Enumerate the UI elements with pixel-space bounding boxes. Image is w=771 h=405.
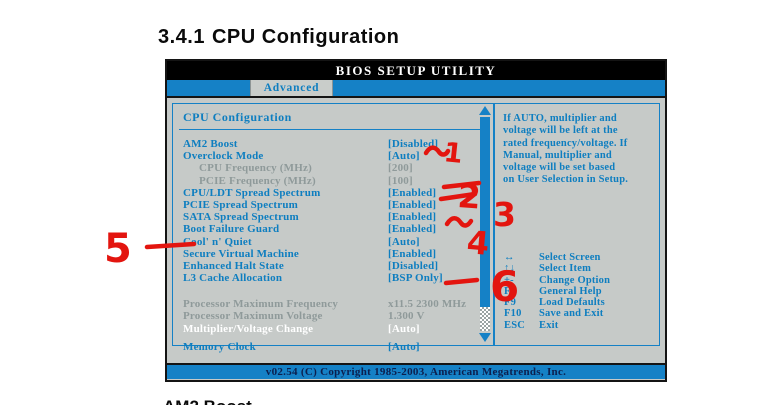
setting-value: [Enabled] <box>388 247 437 260</box>
f10-key: F10 <box>504 308 522 320</box>
legend-label: Select Screen <box>539 252 601 263</box>
setting-label: Boot Failure Guard <box>183 223 280 236</box>
setting-value: [Auto] <box>388 340 420 353</box>
red-digit-5: 5 <box>104 226 132 272</box>
setting-label: Processor Maximum Frequency <box>183 298 339 311</box>
plus-minus-key: +- <box>504 274 514 286</box>
setting-row-boot-failure-guard[interactable]: Boot Failure Guard [Enabled] <box>183 223 493 235</box>
help-panel: If AUTO, multiplier and voltage will be … <box>494 103 660 346</box>
bios-tab-bar: Advanced <box>167 80 665 98</box>
setting-value: [Enabled] <box>388 186 437 199</box>
bios-main-area: CPU Configuration AM2 Boost [Disabled] O… <box>167 98 665 363</box>
setting-value: [Auto] <box>388 150 420 163</box>
legend-label: General Help <box>539 285 602 297</box>
setting-value: [Auto] <box>388 235 420 248</box>
setting-value: [Auto] <box>388 322 420 335</box>
left-right-arrow-icon: ↔ <box>504 252 515 263</box>
legend-label: Select Item <box>539 263 592 275</box>
section-divider <box>179 129 487 130</box>
up-down-arrow-icon: ↑↓ <box>504 263 515 275</box>
setting-label: Multiplier/Voltage Change <box>183 322 314 335</box>
section-number: 3.4.1 <box>158 26 205 48</box>
settings-panel: CPU Configuration AM2 Boost [Disabled] O… <box>172 103 494 353</box>
setting-row-overclock-mode[interactable]: Overclock Mode [Auto] <box>183 150 493 162</box>
setting-row-cpu-ldt-spread-spectrum[interactable]: CPU/LDT Spread Spectrum [Enabled] <box>183 187 493 199</box>
setting-value: [100] <box>388 174 413 187</box>
setting-row-secure-virtual-machine[interactable]: Secure Virtual Machine [Enabled] <box>183 248 493 260</box>
setting-label: Cool' n' Quiet <box>183 235 252 248</box>
scrollbar[interactable] <box>479 106 491 342</box>
setting-row-cool-n-quiet[interactable]: Cool' n' Quiet [Auto] <box>183 236 493 248</box>
tab-advanced[interactable]: Advanced <box>250 80 333 96</box>
setting-row-am2-boost[interactable]: AM2 Boost [Disabled] <box>183 138 493 150</box>
setting-row-pcie-spread-spectrum[interactable]: PCIE Spread Spectrum [Enabled] <box>183 199 493 211</box>
setting-label: Enhanced Halt State <box>183 259 284 272</box>
copyright-bar: v02.54 (C) Copyright 1985-2003, American… <box>167 363 665 379</box>
setting-label: PCIE Frequency (MHz) <box>199 174 316 187</box>
key-legend: ↔ Select Screen ↑↓ Select Item +- Change… <box>504 252 610 331</box>
f9-key: F9 <box>504 297 517 309</box>
setting-label: CPU Frequency (MHz) <box>199 162 312 175</box>
setting-label: L3 Cache Allocation <box>183 272 283 285</box>
legend-save-and-exit: F10 Save and Exit <box>504 308 610 319</box>
setting-value: x11.5 2300 MHz <box>388 298 467 311</box>
row-spacer <box>183 284 493 298</box>
setting-label: PCIE Spread Spectrum <box>183 198 299 211</box>
bios-setup-window: BIOS SETUP UTILITY Advanced CPU Configur… <box>165 59 667 382</box>
setting-row-sata-spread-spectrum[interactable]: SATA Spread Spectrum [Enabled] <box>183 211 493 223</box>
legend-load-defaults: F9 Load Defaults <box>504 297 610 308</box>
setting-row-multiplier-voltage-change-selected[interactable]: Multiplier/Voltage Change [Auto] <box>183 323 493 335</box>
setting-label: Memory Clock <box>183 340 256 353</box>
legend-general-help: F1 General Help <box>504 286 610 297</box>
setting-label: SATA Spread Spectrum <box>183 211 299 224</box>
esc-key: ESC <box>504 319 526 331</box>
legend-exit: ESC Exit <box>504 320 610 331</box>
settings-section-title: CPU Configuration <box>183 110 292 124</box>
info-row-processor-max-frequency: Processor Maximum Frequency x11.5 2300 M… <box>183 298 493 310</box>
setting-label: Processor Maximum Voltage <box>183 310 323 323</box>
f1-key: F1 <box>504 285 517 297</box>
setting-label: CPU/LDT Spread Spectrum <box>183 186 321 199</box>
legend-select-screen: ↔ Select Screen <box>504 252 610 263</box>
setting-value: [BSP Only] <box>388 272 443 285</box>
scrollbar-track[interactable] <box>480 307 490 331</box>
setting-row-pcie-frequency: PCIE Frequency (MHz) [100] <box>183 175 493 187</box>
setting-row-l3-cache-allocation[interactable]: L3 Cache Allocation [BSP Only] <box>183 272 493 284</box>
setting-row-cpu-frequency: CPU Frequency (MHz) [200] <box>183 162 493 174</box>
page-title: 3.4.1 CPU Configuration <box>158 26 399 49</box>
settings-list: AM2 Boost [Disabled] Overclock Mode [Aut… <box>183 138 493 353</box>
help-text: If AUTO, multiplier and voltage will be … <box>503 113 629 186</box>
legend-label: Load Defaults <box>539 297 605 309</box>
setting-value: [Enabled] <box>388 198 437 211</box>
setting-value: [Enabled] <box>388 223 437 236</box>
scroll-down-icon[interactable] <box>479 333 491 342</box>
legend-label: Save and Exit <box>539 308 604 320</box>
setting-row-memory-clock[interactable]: Memory Clock [Auto] <box>183 341 493 353</box>
scrollbar-thumb[interactable] <box>480 117 490 307</box>
setting-value: [Disabled] <box>388 138 439 150</box>
setting-label: Overclock Mode <box>183 150 264 163</box>
setting-row-enhanced-halt-state[interactable]: Enhanced Halt State [Disabled] <box>183 260 493 272</box>
legend-select-item: ↑↓ Select Item <box>504 263 610 274</box>
legend-label: Exit <box>539 319 559 331</box>
info-row-processor-max-voltage: Processor Maximum Voltage 1.300 V <box>183 310 493 322</box>
setting-value: [Enabled] <box>388 211 437 224</box>
legend-change-option: +- Change Option <box>504 275 610 286</box>
scroll-up-icon[interactable] <box>479 106 491 115</box>
setting-value: [200] <box>388 162 413 175</box>
setting-value: [Disabled] <box>388 259 439 272</box>
section-title: CPU Configuration <box>211 26 400 48</box>
next-section-heading-cutoff: AM2 Boost <box>163 397 252 405</box>
setting-value: 1.300 V <box>388 310 425 323</box>
bios-title-bar: BIOS SETUP UTILITY <box>167 61 665 80</box>
setting-label: Secure Virtual Machine <box>183 247 300 260</box>
setting-label: AM2 Boost <box>183 138 238 150</box>
legend-label: Change Option <box>539 274 611 286</box>
